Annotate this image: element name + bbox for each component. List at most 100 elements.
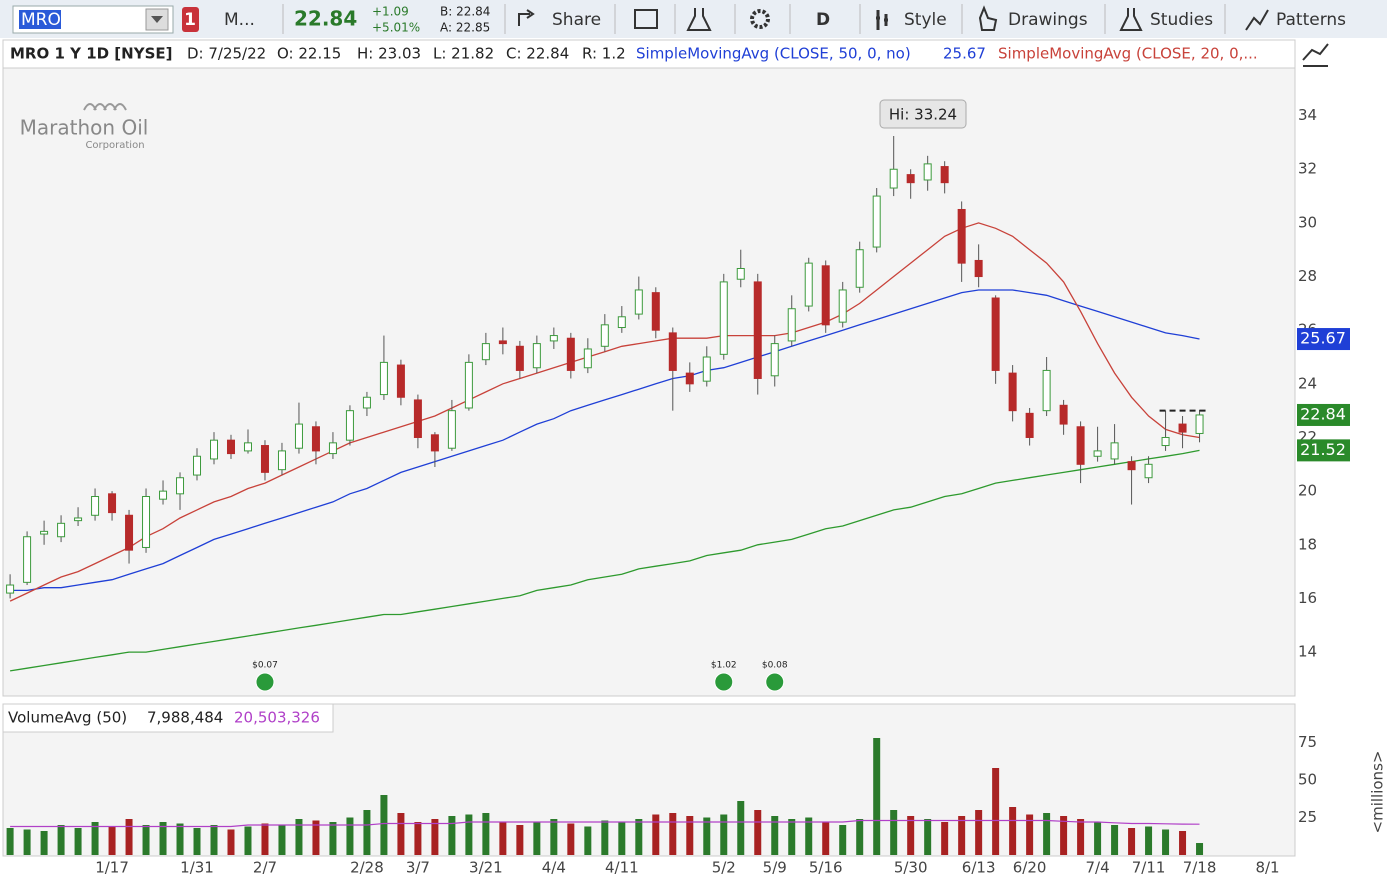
volume-bar [635, 819, 643, 855]
volume-bar [295, 819, 303, 855]
dropdown-arrow [151, 16, 163, 23]
candle-body [57, 522, 66, 538]
event-label: $0.07 [252, 661, 278, 671]
drawings-button[interactable]: Drawings [1008, 10, 1088, 30]
volume-bar [1179, 831, 1187, 855]
candle-body [634, 289, 643, 315]
patterns-button[interactable]: Patterns [1276, 10, 1346, 30]
candle-body [23, 536, 32, 583]
volume-bar [601, 820, 609, 855]
volume-bar [465, 814, 473, 855]
candle-body [940, 166, 949, 184]
volume-bar [1162, 829, 1170, 855]
event-icon [765, 672, 785, 692]
x-tick-label: 5/9 [763, 859, 787, 877]
company-name[interactable]: M... [224, 10, 255, 30]
volume-bar [193, 828, 201, 855]
chart-settings-icon[interactable] [1302, 43, 1329, 67]
annotation-box [879, 99, 967, 129]
volume-bar [397, 813, 405, 855]
flask-icon[interactable] [686, 8, 712, 31]
y-tick-label: 16 [1298, 589, 1317, 607]
y-tick-label: 28 [1298, 267, 1317, 285]
gear-icon[interactable] [750, 9, 770, 29]
volume-bar [346, 817, 354, 855]
candle-body [770, 343, 779, 377]
x-tick-label: 5/2 [712, 859, 736, 877]
candle-body [277, 450, 286, 471]
style-button[interactable]: Style [904, 10, 947, 30]
candle-body [294, 423, 303, 449]
volume-bar [907, 816, 915, 855]
volume-bar [992, 768, 1000, 855]
volume-bar [210, 825, 218, 855]
header-open: O: 22.15 [277, 45, 341, 63]
candle-body [736, 267, 745, 280]
volume-bar [669, 813, 677, 855]
high-annotation: Hi: 33.24 [889, 106, 957, 124]
volume-value: 7,988,484 [147, 709, 223, 727]
studies-button[interactable]: Studies [1150, 10, 1213, 30]
header-low: L: 21.82 [433, 45, 494, 63]
volume-bar [142, 825, 150, 855]
volume-bar [312, 820, 320, 855]
change: +1.09 [372, 5, 409, 19]
candle-body [1161, 436, 1170, 447]
x-tick-label: 2/7 [253, 859, 277, 877]
price-tag [1297, 439, 1350, 462]
volume-bar [125, 819, 133, 855]
volume-bar [550, 819, 558, 855]
period-button[interactable]: D [816, 10, 830, 30]
volume-bar [533, 822, 541, 855]
header-range: R: 1.2 [582, 45, 626, 63]
candle-body [906, 174, 915, 184]
info-icon[interactable] [634, 9, 658, 29]
candle-body [702, 356, 711, 382]
volume-bar [1196, 843, 1204, 855]
price-panel [2, 39, 1296, 697]
volume-bar [941, 822, 949, 855]
volume-bar [414, 822, 422, 855]
candle-body [651, 292, 660, 331]
link-badge[interactable] [182, 7, 199, 32]
candle-body [821, 265, 830, 326]
volume-bar [227, 829, 235, 855]
x-tick-label: 3/21 [469, 859, 503, 877]
candle-body [226, 439, 235, 455]
candle-body [515, 345, 524, 371]
candle-body [91, 496, 100, 516]
candle-body [974, 259, 983, 278]
candle-body [498, 340, 507, 345]
candle-body [600, 324, 609, 347]
volume-bar [1111, 825, 1119, 855]
studies-icon [1119, 8, 1143, 31]
candle-body [549, 335, 558, 342]
candle-body [1178, 423, 1187, 433]
volume-bar [1094, 822, 1102, 855]
candle-body [430, 434, 439, 452]
volume-tick-label: 75 [1298, 733, 1317, 751]
volume-bar [703, 817, 711, 855]
candle-body [379, 361, 388, 396]
price-tag-label: 25.67 [1300, 329, 1346, 348]
candle-body [328, 442, 337, 455]
volume-bar [958, 816, 966, 855]
share-button[interactable]: Share [552, 10, 601, 30]
candle-body [532, 343, 541, 369]
candle-body [787, 308, 796, 342]
bid: B: 22.84 [440, 5, 490, 19]
volume-bar [839, 825, 847, 855]
volume-bar [822, 822, 830, 855]
x-tick-label: 3/7 [406, 859, 430, 877]
volume-bar [873, 738, 881, 855]
x-tick-label: 6/20 [1013, 859, 1047, 877]
candle-body [413, 399, 422, 438]
volume-bar [431, 819, 439, 855]
volume-bar [584, 826, 592, 855]
candle-body [838, 289, 847, 323]
candle-body [1093, 450, 1102, 457]
volume-bar [176, 823, 184, 855]
volume-bar [40, 831, 48, 855]
candle-body [1025, 412, 1034, 438]
